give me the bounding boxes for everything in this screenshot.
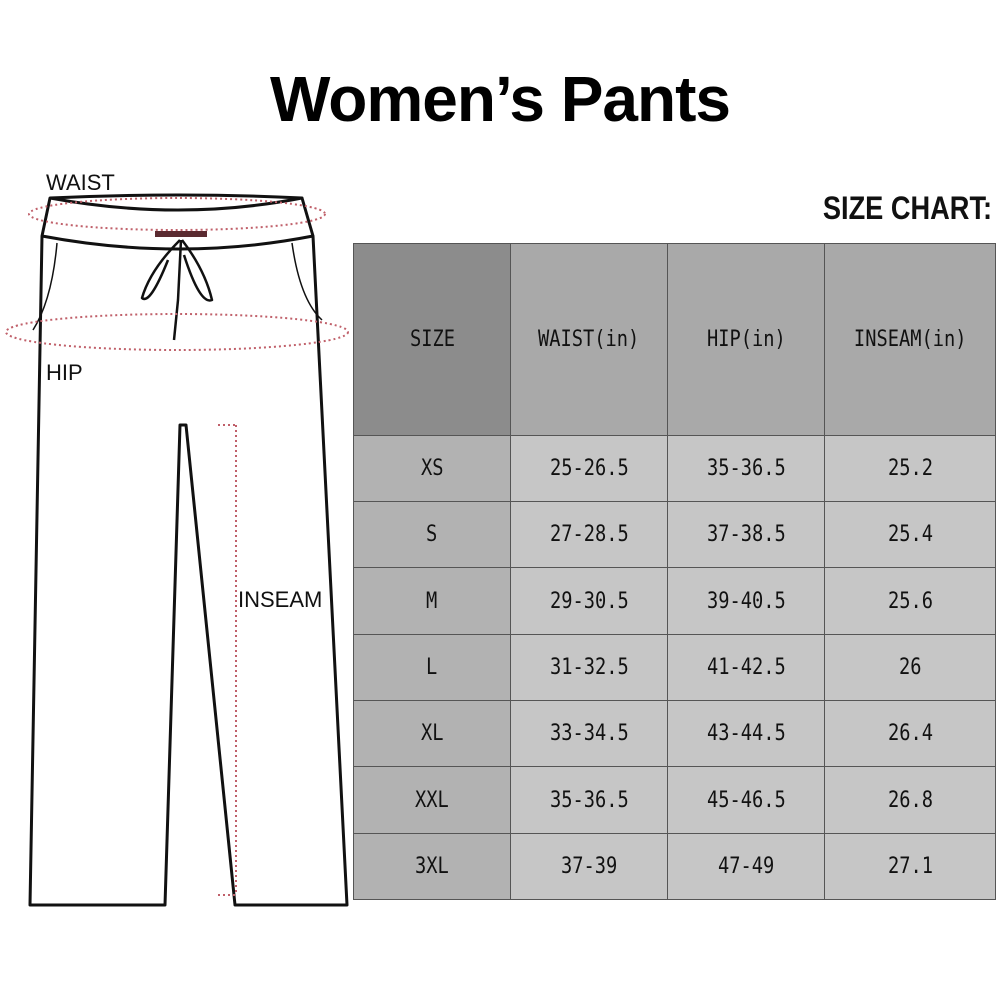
header-cell: HIP(in) xyxy=(667,243,825,436)
table-row: M 29-30.5 39-40.5 25.6 xyxy=(353,567,996,635)
size-cell: S xyxy=(353,501,511,569)
header-cell: INSEAM(in) xyxy=(824,243,996,436)
pants-diagram xyxy=(5,193,349,907)
value-cell: 26.8 xyxy=(824,766,996,834)
table-row: 3XL 37-39 47-49 27.1 xyxy=(353,832,996,901)
right-pocket xyxy=(291,242,323,321)
value-cell: 37-39 xyxy=(510,832,668,901)
value-cell: 26.4 xyxy=(824,700,996,768)
value-cell: 47-49 xyxy=(667,832,825,901)
value-cell: 25.4 xyxy=(824,501,996,569)
size-cell: XS xyxy=(353,434,511,503)
size-table: SIZE WAIST(in) HIP(in) INSEAM(in) XS 25-2… xyxy=(353,243,996,901)
header-cell: WAIST(in) xyxy=(510,243,668,436)
table-row: XS 25-26.5 35-36.5 25.2 xyxy=(353,434,996,503)
value-cell: 45-46.5 xyxy=(667,766,825,834)
value-cell: 25.6 xyxy=(824,567,996,635)
value-cell: 27.1 xyxy=(824,832,996,901)
left-leg-outer xyxy=(28,235,349,907)
table-row: L 31-32.5 41-42.5 26 xyxy=(353,633,996,702)
value-cell: 41-42.5 xyxy=(667,633,825,702)
size-cell: L xyxy=(353,633,511,702)
value-cell: 37-38.5 xyxy=(667,501,825,569)
hip-measure xyxy=(5,313,349,351)
waist-measure xyxy=(28,197,326,231)
hip-label: HIP xyxy=(46,360,83,385)
inseam-measure xyxy=(218,424,237,896)
value-cell: 25-26.5 xyxy=(510,434,668,503)
header-cell: SIZE xyxy=(353,243,511,436)
value-cell: 35-36.5 xyxy=(667,434,825,503)
waistband xyxy=(40,197,315,251)
value-cell: 35-36.5 xyxy=(510,766,668,834)
size-cell: 3XL xyxy=(353,832,511,901)
value-cell: 33-34.5 xyxy=(510,700,668,768)
table-row: S 27-28.5 37-38.5 25.4 xyxy=(353,501,996,569)
page-title: Women’s Pants xyxy=(270,63,731,135)
table-row: XL 33-34.5 43-44.5 26.4 xyxy=(353,700,996,768)
value-cell: 39-40.5 xyxy=(667,567,825,635)
table-header-row: SIZE WAIST(in) HIP(in) INSEAM(in) xyxy=(353,243,996,436)
value-cell: 31-32.5 xyxy=(510,633,668,702)
size-chart-label: SIZE CHART: xyxy=(822,190,992,226)
value-cell: 27-28.5 xyxy=(510,501,668,569)
value-cell: 26 xyxy=(824,633,996,702)
value-cell: 43-44.5 xyxy=(667,700,825,768)
left-pocket xyxy=(32,242,58,331)
drawstring xyxy=(140,239,214,341)
size-cell: M xyxy=(353,567,511,635)
size-cell: XXL xyxy=(353,766,511,834)
size-cell: XL xyxy=(353,700,511,768)
value-cell: 29-30.5 xyxy=(510,567,668,635)
value-cell: 25.2 xyxy=(824,434,996,503)
table-row: XXL 35-36.5 45-46.5 26.8 xyxy=(353,766,996,834)
waist-label: WAIST xyxy=(46,170,115,195)
inseam-label: INSEAM xyxy=(238,587,323,612)
